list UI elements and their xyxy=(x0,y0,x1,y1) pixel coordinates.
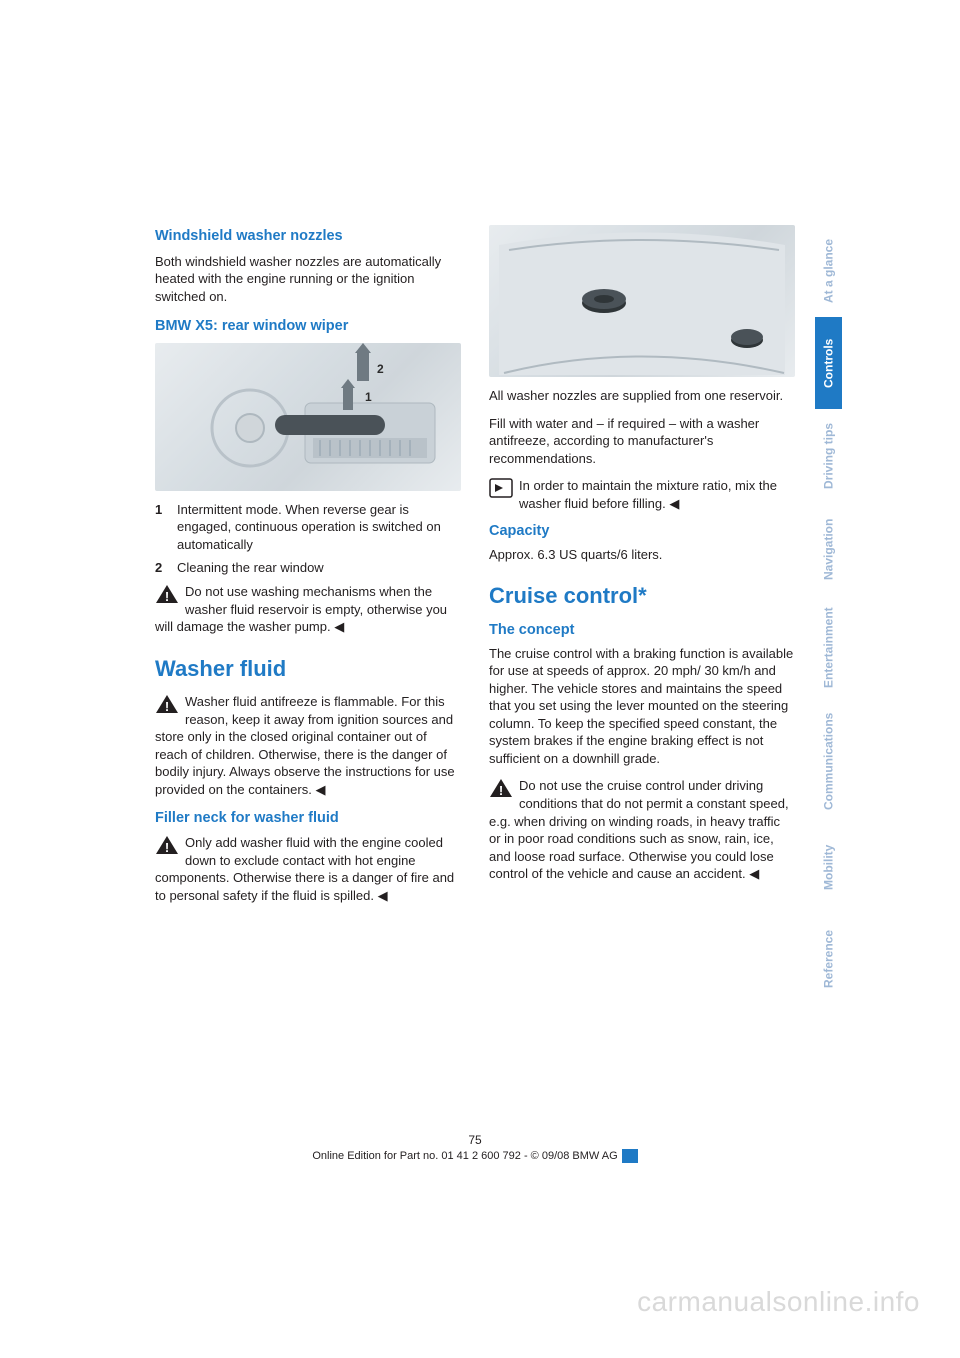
page-number: 75 xyxy=(155,1133,795,1147)
list-num-1: 1 xyxy=(155,501,177,554)
list-num-2: 2 xyxy=(155,559,177,577)
list-text-2: Cleaning the rear window xyxy=(177,559,461,577)
footer-bar: Online Edition for Part no. 01 41 2 600 … xyxy=(155,1148,795,1164)
note-mixture: In order to maintain the mixture ratio, … xyxy=(489,477,795,512)
heading-filler-neck: Filler neck for washer fluid xyxy=(155,809,461,829)
right-column: All washer nozzles are supplied from one… xyxy=(489,225,795,914)
tab-navigation[interactable]: Navigation xyxy=(815,503,842,595)
tab-driving-tips[interactable]: Driving tips xyxy=(815,409,842,503)
para-reservoir: All washer nozzles are supplied from one… xyxy=(489,387,795,405)
svg-text:!: ! xyxy=(499,783,503,798)
end-marker-icon: ◀ xyxy=(669,496,679,511)
warning-text-3: Only add washer fluid with the engine co… xyxy=(155,835,454,903)
svg-text:!: ! xyxy=(165,699,169,714)
end-marker-icon: ◀ xyxy=(378,888,388,903)
footer-blue-box-icon xyxy=(622,1149,638,1163)
figure-washer-reservoir xyxy=(489,225,795,377)
heading-cruise-control: Cruise control* xyxy=(489,581,795,611)
page-content: Windshield washer nozzles Both windshiel… xyxy=(155,225,795,914)
warning-text-1: Do not use washing mechanisms when the w… xyxy=(155,584,447,634)
warning-icon: ! xyxy=(155,584,179,604)
list-item-2: 2 Cleaning the rear window xyxy=(155,559,461,577)
heading-capacity: Capacity xyxy=(489,522,795,542)
warning-icon: ! xyxy=(155,694,179,714)
para-concept: The cruise control with a braking functi… xyxy=(489,645,795,768)
warning-washer-pump: ! Do not use washing mechanisms when the… xyxy=(155,583,461,636)
left-column: Windshield washer nozzles Both windshiel… xyxy=(155,225,461,914)
figure-rear-wiper-lever: 1 2 xyxy=(155,343,461,491)
warning-icon: ! xyxy=(155,835,179,855)
svg-text:!: ! xyxy=(165,840,169,855)
para-nozzles: Both windshield washer nozzles are autom… xyxy=(155,253,461,306)
warning-icon: ! xyxy=(489,778,513,798)
tab-mobility[interactable]: Mobility xyxy=(815,821,842,913)
note-icon xyxy=(489,478,513,498)
warning-text-5: Do not use the cruise control under driv… xyxy=(489,778,789,881)
warning-flammable: ! Washer fluid antifreeze is flammable. … xyxy=(155,693,461,798)
heading-concept: The concept xyxy=(489,621,795,641)
footer-text: Online Edition for Part no. 01 41 2 600 … xyxy=(312,1150,617,1162)
svg-text:1: 1 xyxy=(365,390,372,404)
tab-controls[interactable]: Controls xyxy=(815,317,842,409)
end-marker-icon: ◀ xyxy=(334,619,344,634)
note-text-mixture: In order to maintain the mixture ratio, … xyxy=(519,478,777,511)
warning-cruise: ! Do not use the cruise control under dr… xyxy=(489,777,795,882)
tab-communications[interactable]: Communications xyxy=(815,701,842,821)
tab-entertainment[interactable]: Entertainment xyxy=(815,595,842,701)
tab-at-a-glance[interactable]: At a glance xyxy=(815,225,842,317)
end-marker-icon: ◀ xyxy=(749,866,759,881)
para-fill: Fill with water and – if required – with… xyxy=(489,415,795,468)
svg-text:!: ! xyxy=(165,589,169,604)
list-text-1: Intermittent mode. When reverse gear is … xyxy=(177,501,461,554)
tab-reference[interactable]: Reference xyxy=(815,913,842,1005)
watermark-text: carmanualsonline.info xyxy=(637,1286,920,1318)
section-tabs: At a glanceControlsDriving tipsNavigatio… xyxy=(815,225,842,1005)
warning-engine-cool: ! Only add washer fluid with the engine … xyxy=(155,834,461,904)
end-marker-icon: ◀ xyxy=(315,782,325,797)
heading-washer-fluid: Washer fluid xyxy=(155,654,461,684)
list-item-1: 1 Intermittent mode. When reverse gear i… xyxy=(155,501,461,554)
warning-text-2: Washer fluid antifreeze is flammable. Fo… xyxy=(155,694,455,797)
svg-text:2: 2 xyxy=(377,362,384,376)
heading-rear-wiper: BMW X5: rear window wiper xyxy=(155,317,461,337)
heading-windshield-nozzles: Windshield washer nozzles xyxy=(155,227,461,247)
para-capacity: Approx. 6.3 US quarts/6 liters. xyxy=(489,546,795,564)
